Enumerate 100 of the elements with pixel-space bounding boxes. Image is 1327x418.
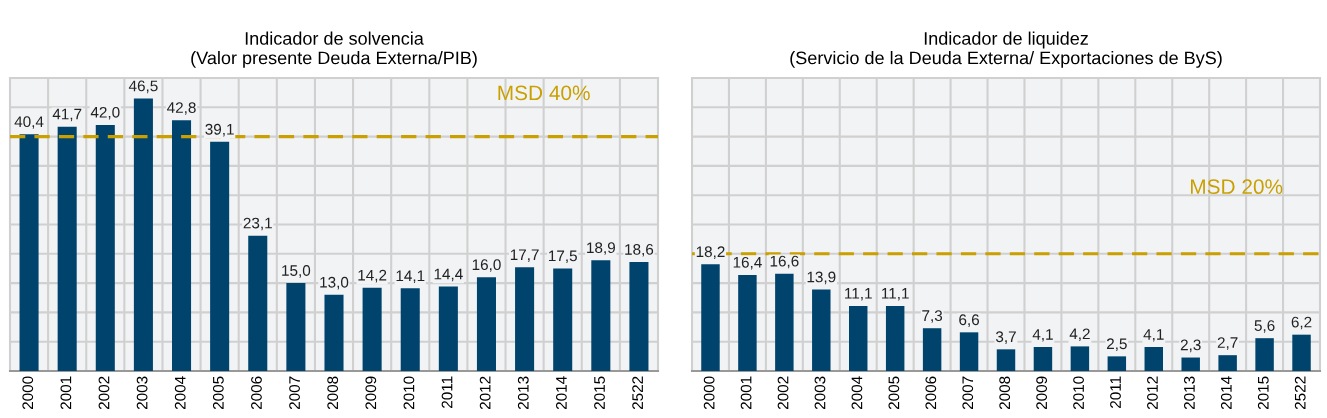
x-tick-label: 2001 [740, 376, 752, 410]
x-tick-label: 2010 [403, 376, 415, 410]
data-label: 11,1 [882, 288, 909, 301]
bar [849, 305, 868, 371]
bar [1107, 356, 1127, 371]
x-tick-label: 2015 [1257, 376, 1269, 410]
data-label: 16,0 [472, 259, 501, 272]
x-tick-label: 2006 [925, 376, 937, 410]
x-tick-label: 2012 [479, 376, 491, 410]
x-tick-label: 2011 [441, 376, 453, 408]
data-label: 46,5 [128, 80, 158, 94]
bar [476, 277, 496, 371]
x-tick-label: 2014 [555, 376, 567, 410]
x-tick-label: 2009 [365, 376, 377, 410]
data-label: 14,1 [396, 270, 425, 283]
x-tick-label: 2000 [22, 376, 34, 410]
data-label: 2,7 [1217, 337, 1238, 350]
bar [629, 262, 649, 371]
x-tick-label: 2001 [60, 376, 72, 410]
x-tick-label: 2004 [851, 376, 863, 410]
data-label: 11,1 [845, 288, 872, 301]
bar [1255, 338, 1274, 371]
x-tick-label: 2002 [777, 376, 789, 410]
bar [95, 124, 115, 371]
bar [812, 289, 831, 371]
data-label: 4,2 [1069, 328, 1090, 342]
x-tick-label: 2008 [999, 376, 1011, 410]
data-label: 13,9 [807, 271, 836, 285]
data-label: 4,1 [1032, 329, 1053, 342]
data-label: 17,5 [549, 250, 577, 264]
bar [738, 274, 757, 371]
bar [1292, 334, 1311, 371]
x-tick-label: 2522 [632, 376, 644, 410]
bar [1070, 346, 1090, 371]
bar [19, 134, 39, 371]
x-tick-label: 2013 [1183, 376, 1195, 410]
x-tick-label: 2007 [289, 376, 300, 410]
bar [286, 283, 306, 371]
bar [324, 294, 344, 371]
data-label: 14,2 [358, 269, 387, 283]
x-tick-label: 2008 [327, 376, 339, 410]
bar [515, 267, 535, 371]
bar [885, 305, 905, 371]
ref-line-label: MSD 20% [1190, 179, 1283, 195]
data-label: 2,5 [1106, 338, 1127, 351]
bar [133, 98, 153, 371]
bar [996, 349, 1016, 371]
data-label: 2,3 [1180, 339, 1201, 353]
bar [400, 288, 420, 371]
bar [172, 120, 192, 371]
bar [1144, 346, 1163, 371]
data-label: 17,7 [510, 249, 539, 262]
bar [1181, 357, 1200, 371]
data-label: 4,1 [1143, 329, 1164, 342]
x-tick-label: 2015 [594, 376, 605, 410]
bar [775, 273, 794, 371]
chart-title: Indicador de solvencia (Valor presente Deuda Externa/PIB) [191, 31, 477, 68]
ref-line-label: MSD 40% [498, 85, 590, 101]
data-label: 42,8 [167, 102, 196, 115]
bar [553, 268, 573, 371]
chart-title: Indicador de liquidez (Servicio de la Deuda Externa/ Exportaciones de ByS) [790, 31, 1222, 68]
data-label: 42,0 [90, 106, 120, 120]
bar [959, 332, 979, 371]
data-label: 23,1 [243, 217, 272, 231]
data-label: 18,6 [625, 244, 654, 257]
x-tick-label: 2013 [517, 376, 529, 410]
data-label: 15,0 [282, 265, 311, 278]
bar [362, 287, 382, 371]
data-label: 18,9 [587, 242, 615, 255]
bar [57, 126, 77, 371]
data-label: 14,4 [434, 268, 463, 282]
data-label: 6,6 [959, 314, 980, 327]
bar [591, 260, 611, 371]
data-label: 41,7 [52, 108, 82, 122]
x-tick-label: 2010 [1073, 376, 1084, 410]
data-label: 6,2 [1291, 316, 1312, 330]
x-tick-label: 2009 [1036, 376, 1048, 410]
x-tick-label: 2012 [1147, 376, 1158, 410]
x-tick-label: 2003 [814, 376, 826, 410]
data-label: 13,0 [320, 276, 349, 290]
bar [248, 235, 268, 371]
data-label: 3,7 [995, 331, 1016, 344]
x-tick-label: 2005 [212, 376, 224, 410]
x-tick-label: 2522 [1294, 376, 1306, 410]
x-tick-label: 2005 [888, 376, 900, 410]
data-label: 7,3 [922, 310, 943, 323]
x-tick-label: 2011 [1110, 376, 1121, 408]
bar [1218, 355, 1237, 371]
x-tick-label: 2003 [136, 376, 148, 410]
data-label: 16,4 [733, 256, 762, 270]
data-label: 40,4 [14, 116, 44, 129]
data-label: 39,1 [205, 123, 234, 137]
x-tick-label: 2002 [98, 376, 110, 410]
bar [1033, 346, 1053, 371]
x-tick-label: 2000 [703, 376, 715, 410]
bar [701, 264, 720, 371]
data-label: 18,2 [696, 246, 725, 259]
x-tick-label: 2014 [1220, 376, 1232, 410]
bar [922, 328, 942, 371]
data-label: 5,6 [1254, 320, 1275, 333]
